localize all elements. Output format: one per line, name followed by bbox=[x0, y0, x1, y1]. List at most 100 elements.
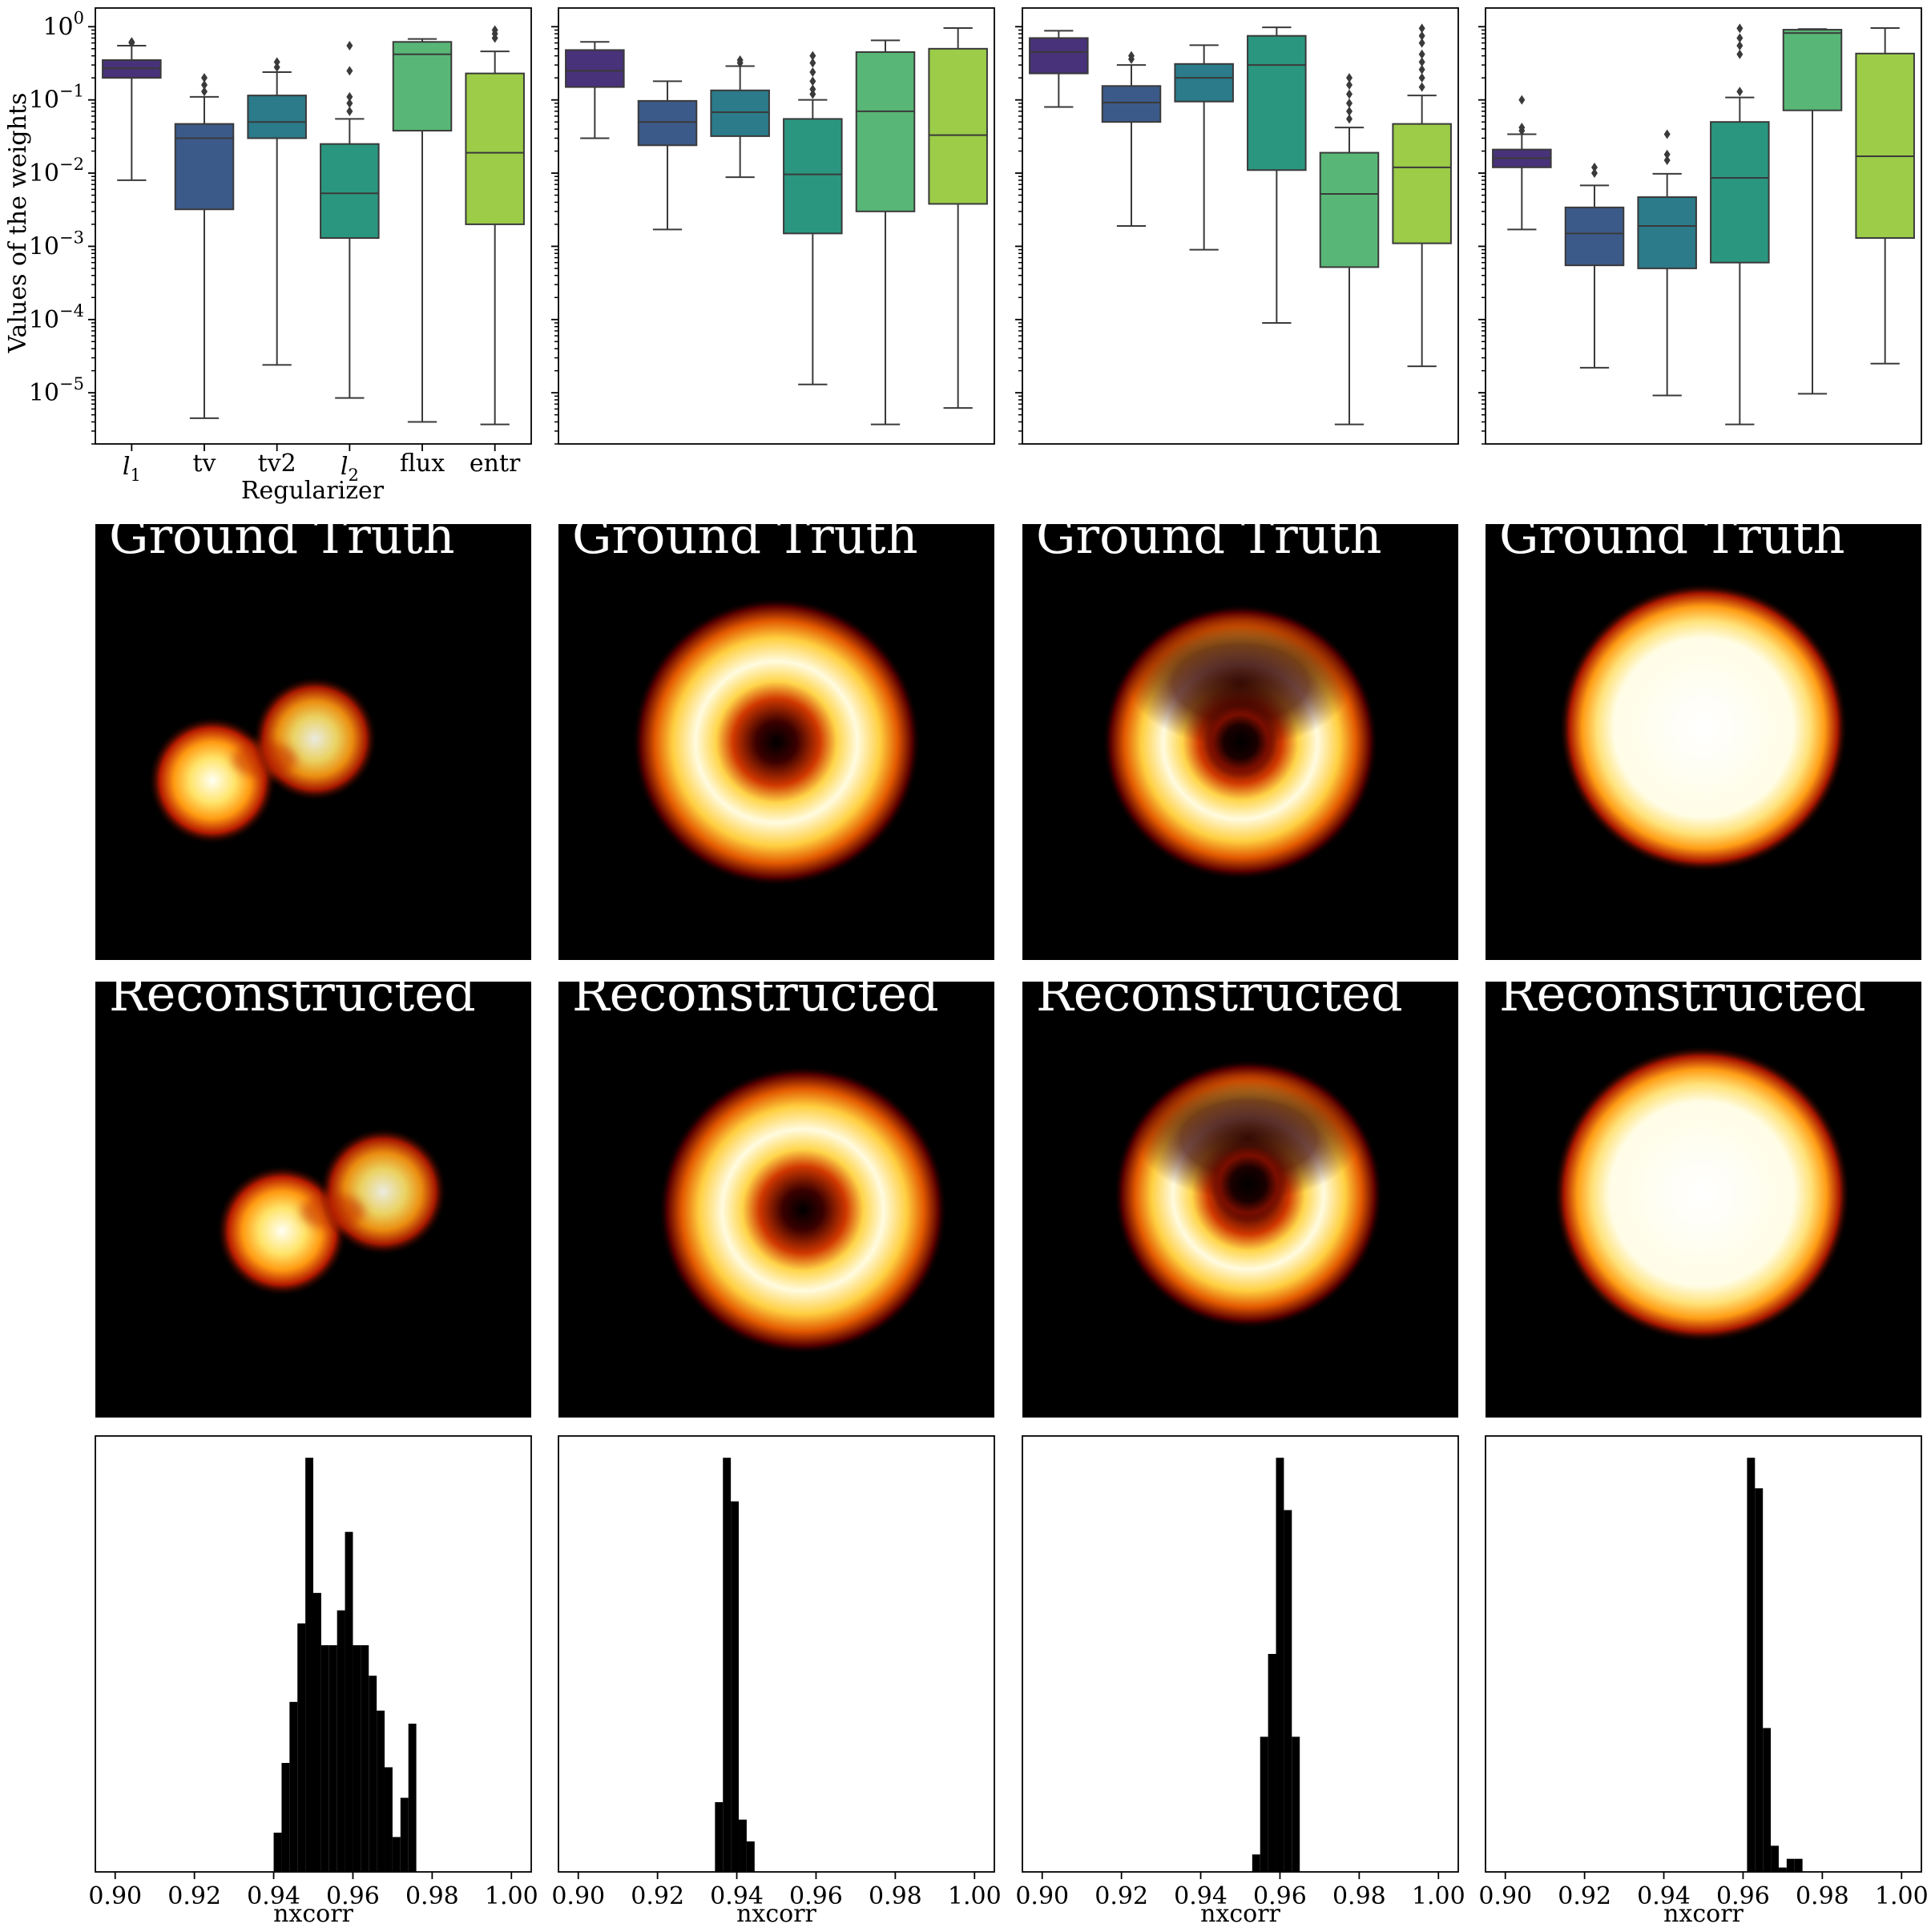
y-axis-label: Values of the weights bbox=[4, 93, 32, 354]
histogram-bar bbox=[1778, 1867, 1787, 1872]
outlier-marker bbox=[1591, 162, 1598, 172]
box-tv bbox=[1101, 50, 1162, 227]
outlier-marker bbox=[128, 37, 135, 47]
x-tick-label: 0.96 bbox=[326, 1882, 380, 1910]
box-body bbox=[565, 49, 625, 88]
x-tick-label: 0.98 bbox=[1332, 1882, 1386, 1910]
histogram-bar bbox=[1771, 1845, 1779, 1872]
histogram-bar bbox=[1260, 1736, 1268, 1872]
outlier-marker bbox=[1346, 106, 1353, 116]
x-tick-label: tv bbox=[192, 450, 216, 478]
outlier-marker bbox=[1518, 95, 1526, 105]
histogram-bar bbox=[1252, 1854, 1260, 1872]
box-body bbox=[320, 143, 380, 240]
outlier-marker bbox=[1736, 87, 1744, 97]
axes-frame bbox=[1022, 7, 1459, 445]
reconstructed-image-4: Reconstructed bbox=[1486, 964, 1921, 1418]
histogram-bar bbox=[1794, 1858, 1803, 1872]
x-tick-label: 0.96 bbox=[1253, 1882, 1307, 1910]
histogram-bar bbox=[1755, 1488, 1764, 1872]
axes-frame bbox=[1022, 1435, 1459, 1873]
outlier-marker bbox=[273, 57, 280, 67]
x-tick-label: 1.00 bbox=[948, 1882, 1002, 1910]
histogram-bar bbox=[392, 1837, 401, 1872]
axes-frame bbox=[95, 7, 532, 445]
box-l1 bbox=[565, 41, 625, 139]
x-axis-label: nxcorr bbox=[1200, 1900, 1280, 1928]
x-tick-label: 0.98 bbox=[405, 1882, 459, 1910]
box-body bbox=[465, 72, 525, 225]
outlier-marker bbox=[1418, 57, 1425, 67]
histogram-bar bbox=[337, 1610, 345, 1872]
histogram-bar bbox=[345, 1531, 353, 1872]
histogram-bar bbox=[715, 1801, 724, 1872]
outlier-marker bbox=[201, 87, 208, 97]
x-tick-label: 1.00 bbox=[1412, 1882, 1465, 1910]
y-tick-label: 10−1 bbox=[29, 82, 84, 115]
outlier-marker bbox=[809, 58, 816, 68]
outlier-marker bbox=[1418, 23, 1425, 34]
axes-frame bbox=[95, 1435, 532, 1873]
outlier-marker bbox=[1663, 129, 1671, 139]
histogram-bar bbox=[273, 1833, 282, 1872]
box-body bbox=[928, 47, 988, 205]
outlier-marker bbox=[809, 50, 816, 61]
box-tv2 bbox=[710, 54, 770, 179]
histogram-bar bbox=[289, 1701, 298, 1872]
histogram-bar bbox=[369, 1676, 377, 1872]
box-flux bbox=[1782, 28, 1843, 395]
axes-frame bbox=[1485, 7, 1922, 445]
x-tick-label: 0.96 bbox=[1716, 1882, 1770, 1910]
histogram-bar bbox=[297, 1623, 306, 1872]
ground-truth-title: Ground Truth bbox=[1036, 506, 1382, 565]
outlier-marker bbox=[1418, 82, 1425, 92]
box-body bbox=[1392, 123, 1452, 244]
box-body bbox=[637, 99, 698, 147]
x-tick-label: 0.98 bbox=[1796, 1882, 1849, 1910]
y-tick-label: 10−2 bbox=[29, 155, 84, 188]
box-l1 bbox=[1492, 95, 1552, 231]
reconstructed-image-2: Reconstructed bbox=[558, 964, 994, 1418]
x-tick-label: flux bbox=[400, 450, 445, 478]
histogram-bar bbox=[400, 1797, 409, 1872]
outlier-marker bbox=[273, 62, 280, 72]
outlier-marker bbox=[346, 106, 353, 116]
box-tv bbox=[1564, 162, 1625, 369]
box-body bbox=[710, 89, 770, 137]
histogram-bar bbox=[1763, 1728, 1772, 1872]
histogram-bar bbox=[1292, 1736, 1300, 1872]
histogram-bar bbox=[329, 1645, 337, 1872]
x-axis-label: nxcorr bbox=[1663, 1900, 1744, 1928]
x-tick-label: 0.90 bbox=[1478, 1882, 1532, 1910]
histogram-panel-2: 0.90 0.92 0.94 0.96 0.98 1.00 nxcorr bbox=[551, 1435, 1002, 1928]
ground-truth-title: Ground Truth bbox=[109, 506, 455, 565]
outlier-marker bbox=[491, 25, 498, 35]
reconstructed-image-1: Reconstructed bbox=[95, 964, 531, 1418]
box-body bbox=[1782, 29, 1843, 111]
ground-truth-image-1: Ground Truth bbox=[95, 506, 531, 960]
box-plot-panel-1: 10−5 10−4 10−3 10−2 10−1 100 l1 tv tv2 l2 flux entr bbox=[29, 7, 532, 485]
box-body bbox=[1319, 151, 1380, 268]
box-l2 bbox=[783, 50, 843, 385]
histogram-bar bbox=[1276, 1458, 1284, 1872]
box-l1 bbox=[1029, 30, 1089, 108]
ground-truth-image-3: Ground Truth bbox=[1022, 506, 1458, 960]
box-tv2 bbox=[1637, 129, 1697, 397]
outlier-marker bbox=[736, 54, 744, 65]
x-tick-label: entr bbox=[470, 450, 521, 478]
outlier-marker bbox=[1736, 23, 1744, 34]
outlier-marker bbox=[201, 80, 208, 91]
axes-frame bbox=[558, 1435, 995, 1873]
reconstructed-image-3: Reconstructed bbox=[1022, 964, 1458, 1418]
x-tick-label: 0.94 bbox=[710, 1882, 764, 1910]
box-entr bbox=[465, 25, 525, 426]
outlier-marker bbox=[809, 84, 816, 95]
x-tick-label: 0.92 bbox=[631, 1882, 684, 1910]
histogram-bar bbox=[1268, 1654, 1276, 1872]
outlier-marker bbox=[1736, 33, 1744, 43]
box-body bbox=[1637, 196, 1697, 269]
outlier-marker bbox=[346, 91, 353, 102]
box-entr bbox=[1392, 23, 1452, 368]
histogram-bar bbox=[305, 1458, 313, 1872]
